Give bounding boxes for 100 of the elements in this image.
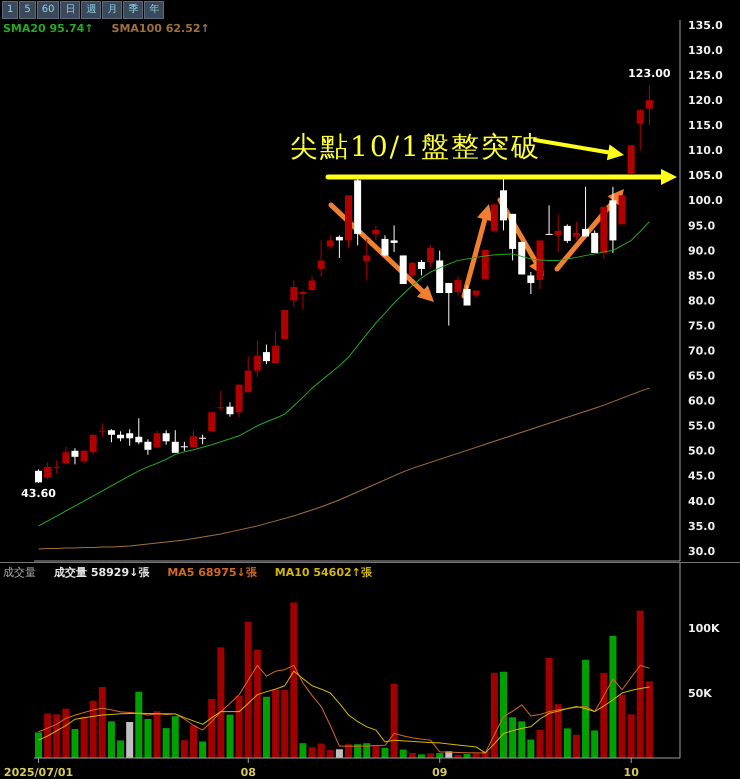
bar: [254, 650, 261, 758]
y-tick-label: 105.0: [688, 169, 724, 182]
bar: [135, 692, 142, 758]
bar: [472, 754, 480, 758]
bar: [490, 672, 498, 758]
bar: [272, 690, 280, 758]
bar: [381, 748, 388, 758]
y-tick-label: 55.0: [688, 420, 716, 433]
y-tick-label: 60.0: [688, 394, 716, 408]
candlestick: [172, 430, 179, 454]
y-tick-label: 75.0: [688, 319, 716, 332]
candlestick: [244, 356, 252, 393]
candlestick: [144, 438, 152, 456]
y-tick-label: 85.0: [688, 269, 716, 282]
bar: [345, 744, 352, 758]
x-tick-label: 09: [432, 766, 448, 779]
bar: [199, 741, 206, 758]
bar: [582, 660, 590, 758]
candlestick: [390, 224, 398, 252]
candlestick: [326, 234, 334, 250]
candlestick: [336, 234, 343, 258]
bar: [609, 636, 616, 758]
bar: [299, 743, 306, 758]
text: MA10 54602↑張: [274, 565, 372, 580]
bar: [62, 708, 70, 758]
bar: [618, 694, 626, 758]
bar: [564, 728, 571, 758]
x-tick-label: 2025/07/01: [4, 766, 74, 779]
candlestick: [162, 430, 170, 446]
candlestick: [646, 84, 653, 126]
candlestick: [272, 330, 280, 364]
candlestick: [454, 276, 462, 296]
text: 1: [2, 1, 18, 19]
bar: [518, 721, 526, 758]
candlestick: [464, 284, 471, 306]
bar: [500, 672, 507, 758]
candlestick: [308, 276, 316, 292]
bar: [126, 722, 134, 758]
candlestick: [408, 261, 416, 277]
candlestick: [418, 259, 425, 276]
y-tick-label: 45.0: [688, 470, 716, 483]
bar: [226, 714, 234, 758]
bar: [646, 681, 653, 758]
bar: [236, 696, 243, 758]
text: 尖點10/1盤整突破: [290, 129, 541, 165]
candlestick: [636, 108, 644, 151]
y-tick-label: 110.0: [688, 144, 724, 158]
text: MA5 68975↓張: [167, 565, 257, 580]
bar: [162, 728, 170, 758]
candlestick: [117, 430, 124, 442]
candlestick: [53, 460, 60, 474]
candlestick: [62, 446, 70, 465]
bar: [628, 714, 635, 758]
bar: [636, 610, 644, 758]
candlestick: [35, 468, 42, 484]
y-tick-label: 115.0: [688, 119, 724, 132]
bar: [318, 744, 325, 758]
bar: [546, 658, 553, 758]
candlestick: [208, 412, 216, 432]
candlestick: [299, 290, 306, 310]
y-tick-label: 130.0: [688, 44, 724, 57]
y-tick-label: 135.0: [688, 18, 724, 32]
bar: [44, 714, 52, 758]
candlestick: [108, 428, 115, 443]
text: 60: [36, 1, 60, 19]
bar: [71, 729, 78, 758]
candlestick: [126, 428, 134, 446]
bar: [35, 732, 42, 758]
candlestick: [554, 214, 562, 252]
candlestick: [135, 418, 142, 445]
candlestick: [262, 344, 270, 365]
candlestick: [445, 282, 452, 326]
bar: [53, 714, 60, 758]
candlestick: [71, 448, 78, 465]
bar: [600, 672, 608, 758]
y-tick-label: 95.0: [688, 219, 716, 232]
bar: [244, 622, 252, 758]
annotation: 123.00: [628, 67, 671, 80]
candlestick: [363, 238, 370, 281]
y-tick-label: 50K: [688, 686, 712, 700]
text: 季: [123, 1, 144, 19]
bar: [262, 696, 270, 758]
candlestick: [254, 340, 261, 378]
x-tick-label: 08: [240, 766, 256, 779]
bar: [591, 730, 598, 758]
bar: [98, 687, 106, 758]
bar: [572, 734, 580, 758]
text: 年: [144, 1, 164, 19]
text: 日: [60, 1, 80, 19]
text: 成交量 58929↓張: [54, 565, 150, 580]
bar: [354, 744, 362, 758]
candlestick: [427, 244, 434, 268]
candlestick: [98, 422, 106, 438]
bar: [308, 747, 316, 758]
candlestick: [564, 224, 571, 244]
bar: [363, 743, 370, 758]
candlestick: [226, 402, 234, 418]
bar: [326, 750, 334, 758]
text: SMA100 62.52↑: [112, 22, 210, 35]
y-tick-label: 100.0: [688, 194, 724, 208]
